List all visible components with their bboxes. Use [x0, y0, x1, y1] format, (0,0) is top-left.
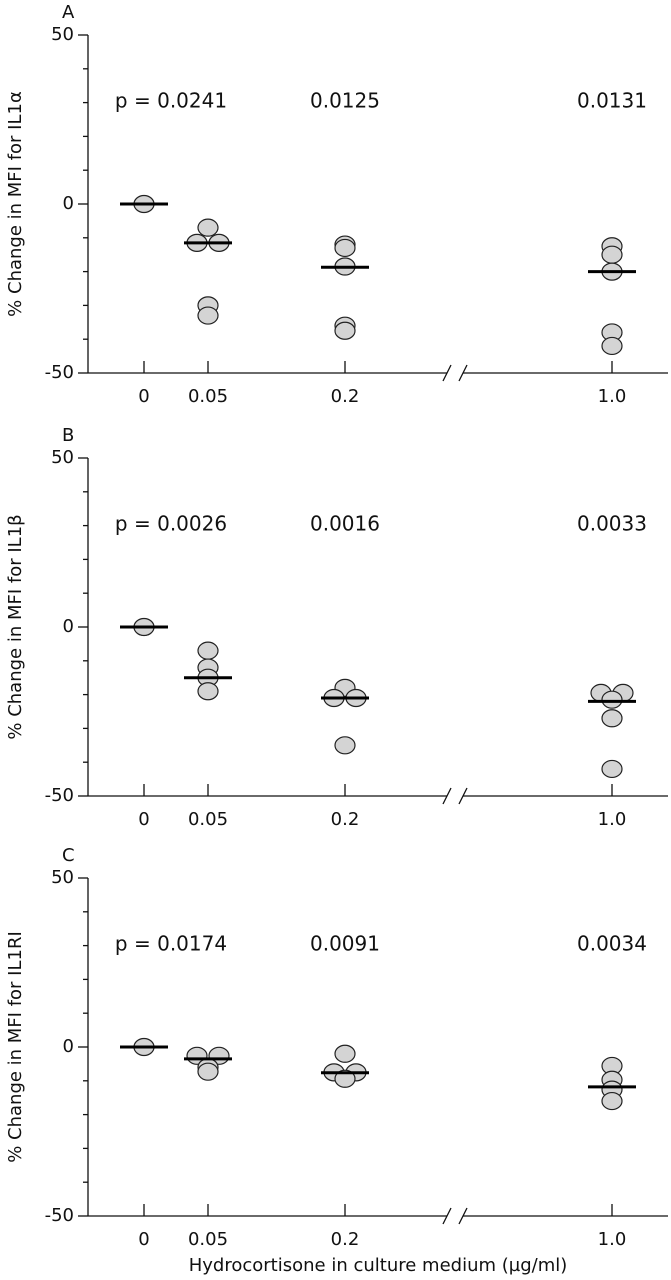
data-point: [601, 1091, 623, 1111]
data-point: [197, 641, 219, 660]
data-point: [601, 690, 623, 709]
x-tick-label: 1.0: [598, 1229, 627, 1250]
x-tick-label: 0: [138, 386, 149, 407]
y-tick-label: 50: [51, 24, 74, 45]
x-tick-label: 1.0: [598, 386, 627, 407]
data-point: [601, 759, 623, 779]
data-point: [334, 1044, 356, 1063]
data-point: [601, 336, 623, 356]
x-tick-label: 0: [138, 1229, 149, 1250]
y-tick-label: -50: [45, 362, 74, 383]
x-tick-label: 0: [138, 809, 149, 830]
y-axis-label: % Change in MFI for IL1RI: [5, 931, 26, 1163]
axis-break: [442, 787, 468, 805]
y-tick-label: 50: [51, 867, 74, 888]
data-point: [334, 1069, 356, 1088]
annotation: 0.0125: [310, 89, 380, 113]
x-tick-label: 0.05: [188, 1229, 228, 1250]
data-point: [197, 1062, 219, 1081]
annotation: 0.0091: [310, 932, 380, 956]
axis-break: [442, 364, 468, 382]
data-point: [601, 709, 623, 728]
data-point: [197, 218, 219, 237]
panel-letter: B: [62, 425, 74, 446]
annotation: p = 0.0241: [115, 89, 227, 113]
panel-letter: A: [62, 2, 75, 23]
y-tick-label: -50: [45, 785, 74, 806]
y-tick-label: 0: [63, 1036, 74, 1057]
y-tick-label: 50: [51, 447, 74, 468]
data-point: [334, 238, 356, 258]
annotation: 0.0033: [577, 512, 647, 536]
y-axis-label: % Change in MFI for IL1α: [5, 91, 26, 317]
annotation: p = 0.0174: [115, 932, 227, 956]
x-tick-label: 1.0: [598, 809, 627, 830]
panel-letter: C: [62, 845, 75, 866]
x-axis-label: Hydrocortisone in culture medium (µg/ml): [189, 1255, 568, 1276]
annotation: 0.0034: [577, 932, 647, 956]
x-tick-label: 0.05: [188, 386, 228, 407]
data-point: [197, 682, 219, 701]
x-tick-label: 0.2: [331, 1229, 360, 1250]
data-point: [334, 321, 356, 340]
axis-break: [442, 1207, 468, 1225]
y-tick-label: 0: [63, 616, 74, 637]
annotation: 0.0131: [577, 89, 647, 113]
x-tick-label: 0.2: [331, 386, 360, 407]
annotation: 0.0016: [310, 512, 380, 536]
y-tick-label: 0: [63, 193, 74, 214]
data-point: [197, 306, 219, 325]
data-point: [334, 736, 356, 755]
data-point: [601, 245, 623, 264]
x-tick-label: 0.05: [188, 809, 228, 830]
y-axis-label: % Change in MFI for IL1β: [5, 514, 26, 739]
y-tick-label: -50: [45, 1205, 74, 1226]
annotation: p = 0.0026: [115, 512, 227, 536]
x-tick-label: 0.2: [331, 809, 360, 830]
